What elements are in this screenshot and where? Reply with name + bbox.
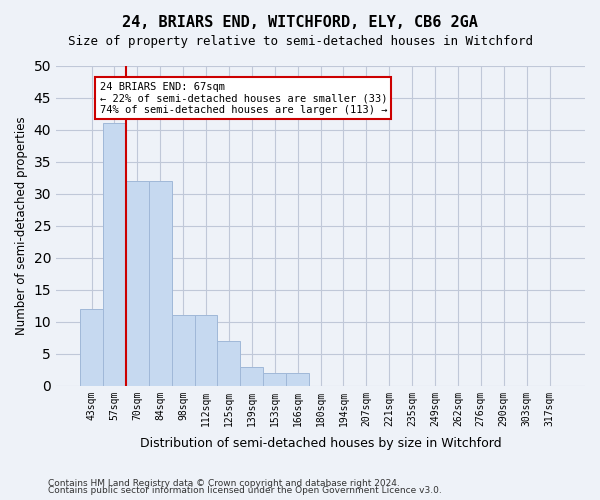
Bar [149,181,172,386]
Bar [286,373,309,386]
Bar [103,123,126,386]
Bar [126,181,149,386]
Bar [172,316,194,386]
Text: 24 BRIARS END: 67sqm
← 22% of semi-detached houses are smaller (33)
74% of semi-: 24 BRIARS END: 67sqm ← 22% of semi-detac… [100,82,387,114]
Bar [80,309,103,386]
Text: Size of property relative to semi-detached houses in Witchford: Size of property relative to semi-detach… [67,35,533,48]
Y-axis label: Number of semi-detached properties: Number of semi-detached properties [15,116,28,335]
X-axis label: Distribution of semi-detached houses by size in Witchford: Distribution of semi-detached houses by … [140,437,502,450]
Bar [263,373,286,386]
Bar [194,316,217,386]
Bar [217,341,241,386]
Text: Contains HM Land Registry data © Crown copyright and database right 2024.: Contains HM Land Registry data © Crown c… [48,478,400,488]
Text: Contains public sector information licensed under the Open Government Licence v3: Contains public sector information licen… [48,486,442,495]
Bar [241,366,263,386]
Text: 24, BRIARS END, WITCHFORD, ELY, CB6 2GA: 24, BRIARS END, WITCHFORD, ELY, CB6 2GA [122,15,478,30]
